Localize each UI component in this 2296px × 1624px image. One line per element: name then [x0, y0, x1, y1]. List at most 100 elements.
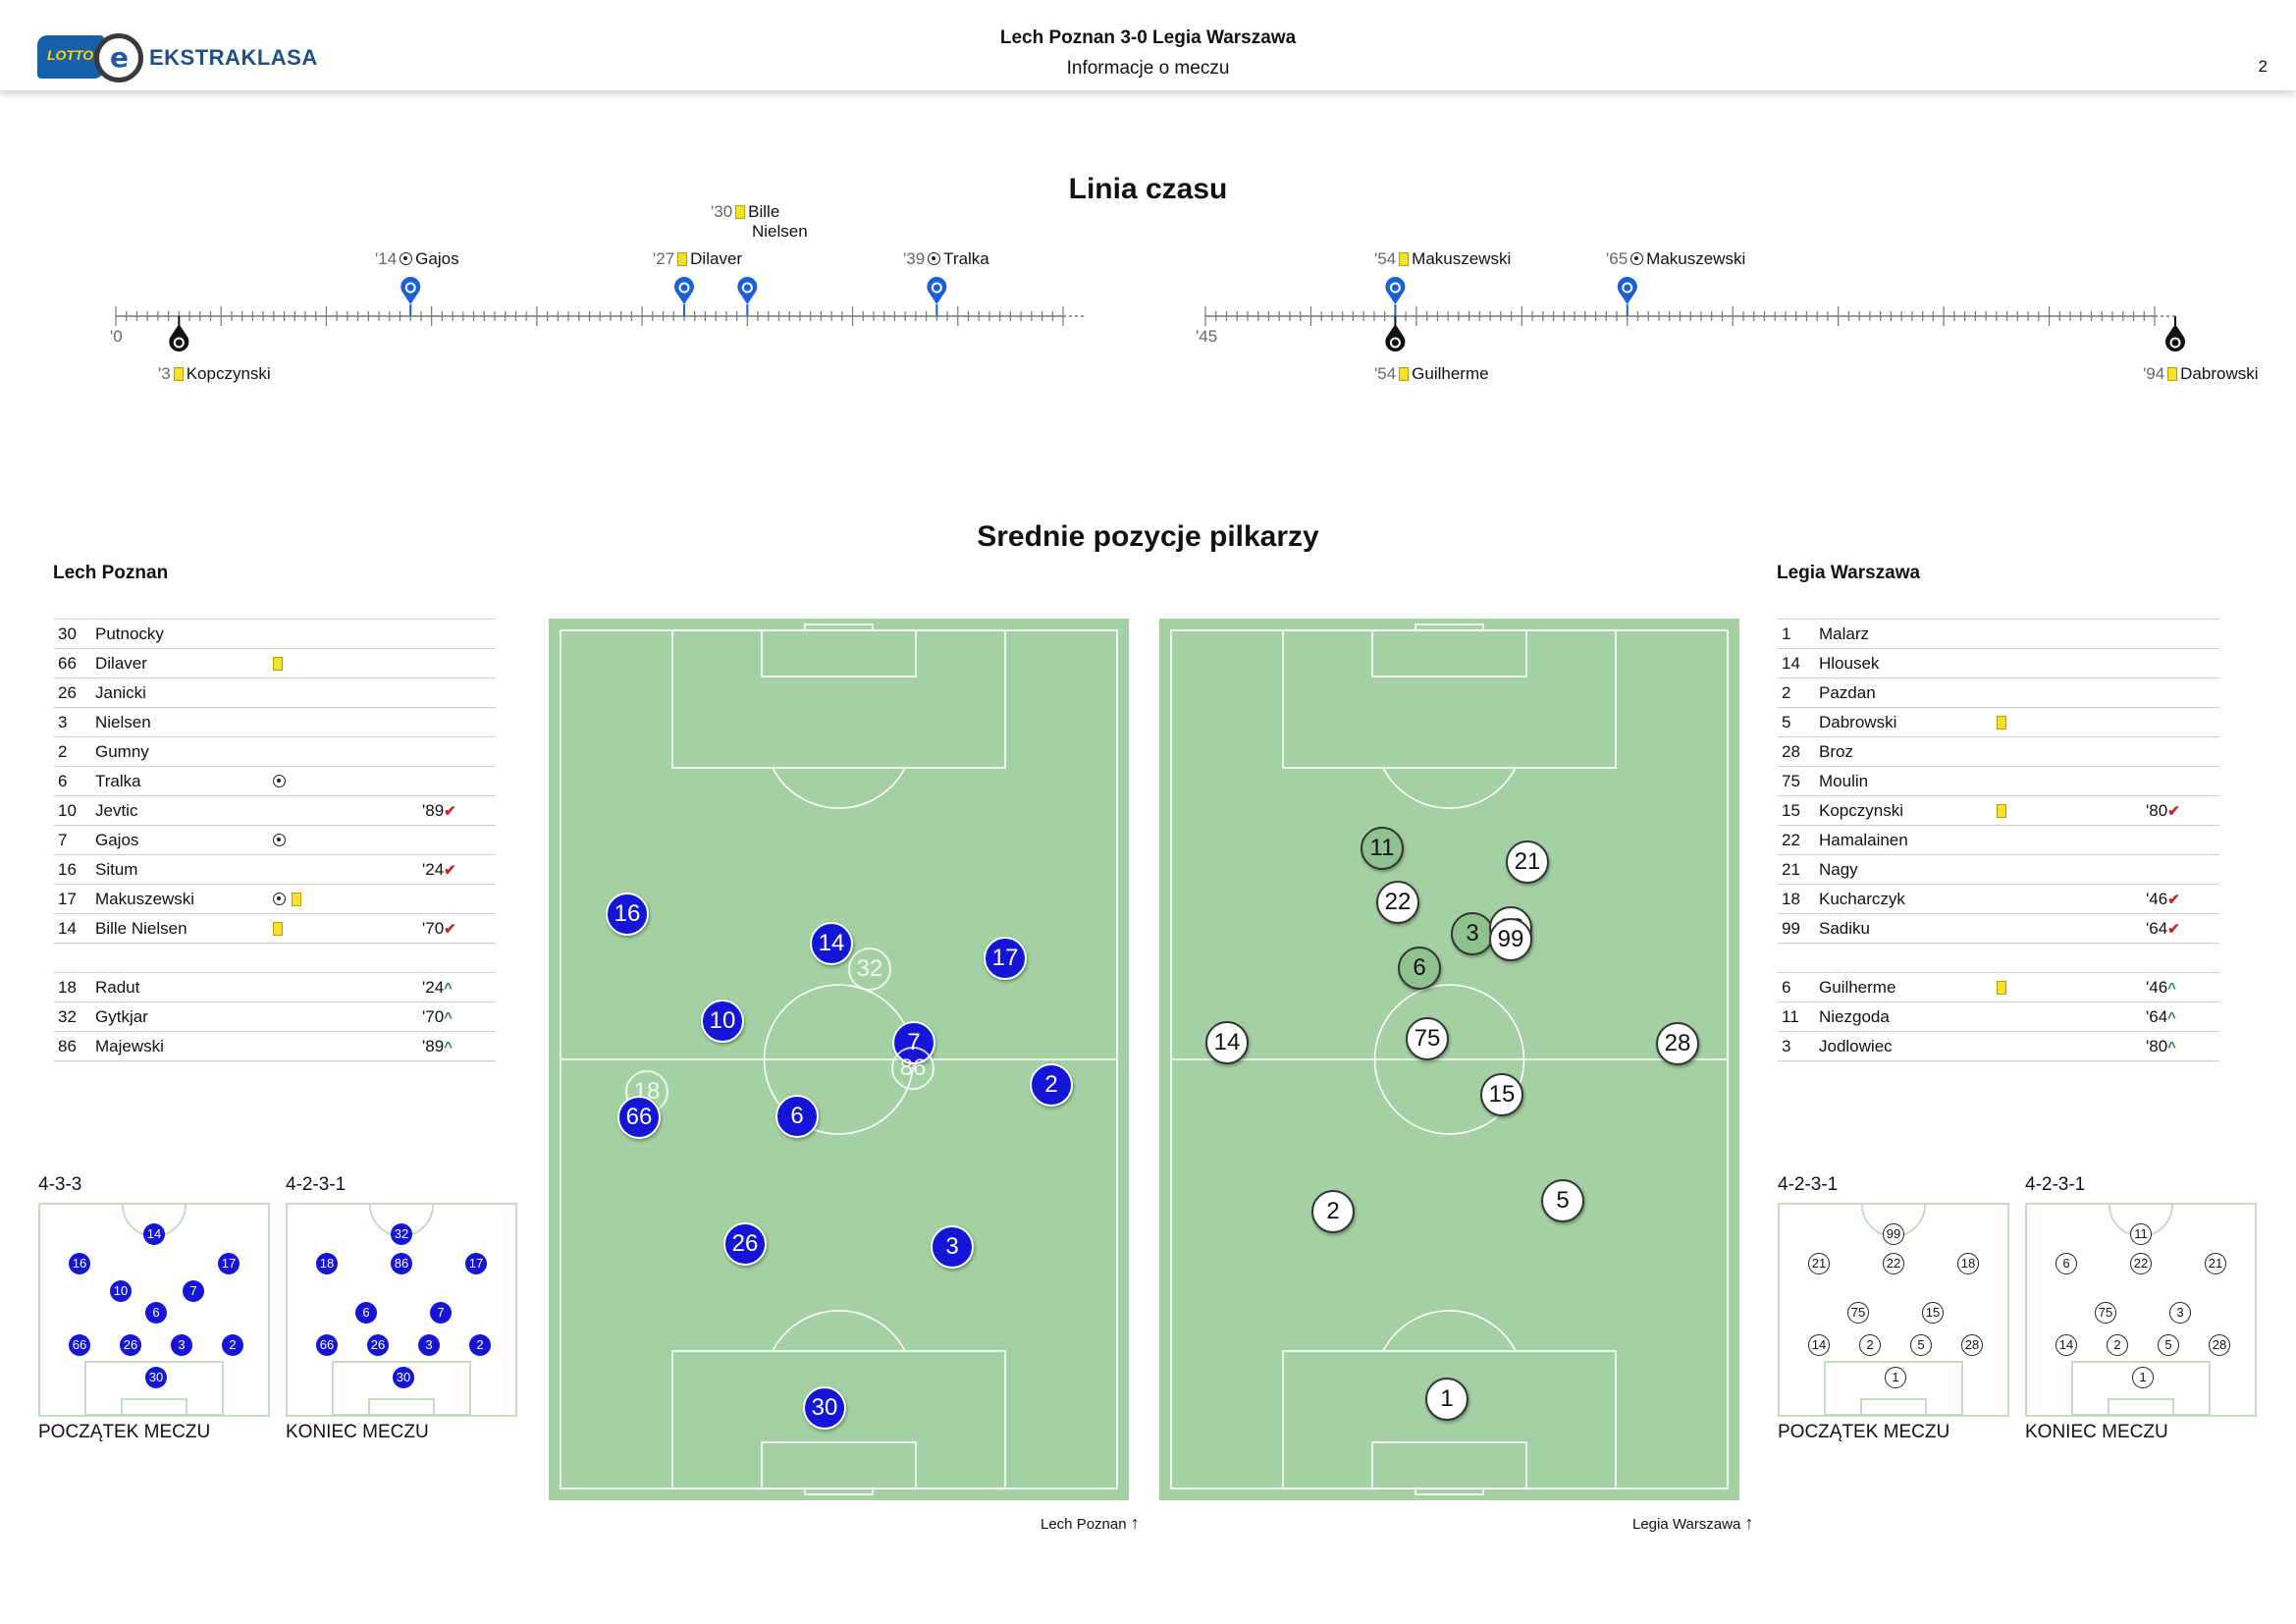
formation-player: 21: [2205, 1253, 2226, 1274]
formation-player: 2: [2107, 1334, 2128, 1356]
player-marker: 16: [606, 893, 649, 936]
away-pitch: 11212231899614752815251: [1159, 619, 1739, 1500]
formation-player: 16: [69, 1253, 90, 1274]
substitution-off-icon: ✔: [444, 921, 456, 938]
substitution-on-icon: ^: [444, 980, 453, 997]
player-name: Kopczynski: [1819, 801, 1903, 820]
timeline-event-home: '54 Makuszewski: [1374, 249, 1512, 268]
player-number: 32: [58, 1007, 77, 1026]
yellow-card-icon: [273, 922, 283, 936]
home-team-name: Lech Poznan: [53, 563, 169, 583]
lineup-row: 26 Janicki: [54, 678, 496, 708]
timeline-event-away: '54 Guilherme: [1374, 364, 1489, 383]
player-number: 99: [1782, 919, 1800, 938]
player-marker: 11: [1361, 827, 1404, 870]
player-number: 2: [58, 742, 68, 761]
player-events: [270, 914, 286, 944]
formation-player: 2: [1859, 1334, 1881, 1356]
substitution-time: '64^: [2146, 1007, 2176, 1026]
player-number: 21: [1782, 860, 1800, 879]
lineup-row: 1 Malarz: [1778, 620, 2219, 649]
substitution-time: '64✔: [2146, 919, 2180, 938]
substitution-on-icon: ^: [2167, 1039, 2176, 1056]
player-marker: 1: [1425, 1378, 1468, 1421]
player-events: [270, 885, 304, 914]
lineup-row: 66 Dilaver: [54, 649, 496, 678]
lineup-row: 17 Makuszewski: [54, 885, 496, 914]
lineup-row: 3 Jodlowiec '80^: [1778, 1032, 2219, 1061]
substitution-off-icon: ✔: [444, 862, 456, 879]
lineup-row: 28 Broz: [1778, 737, 2219, 767]
player-name: Putnocky: [95, 624, 164, 643]
timeline-event-home: '39 Tralka: [903, 249, 989, 268]
formation-player: 66: [316, 1334, 338, 1356]
substitution-off-icon: ✔: [2167, 803, 2180, 820]
goal-icon: [273, 834, 286, 846]
lineup-row: 14 Bille Nielsen '70✔: [54, 914, 496, 944]
formation-player: 22: [2130, 1253, 2152, 1274]
player-marker: 2: [1030, 1063, 1073, 1107]
player-number: 1: [1782, 624, 1791, 643]
player-marker: 2: [1311, 1190, 1355, 1233]
substitution-time: '80✔: [2146, 801, 2180, 820]
lineup-row: 15 Kopczynski '80✔: [1778, 796, 2219, 826]
home-event-pin: [927, 277, 947, 316]
yellow-card-icon: [1997, 804, 2006, 818]
player-events: [1994, 973, 2009, 1002]
away-lineup-table: 1 Malarz 14 Hlousek 2 Pazdan 5 Dabrowski 28 Broz 7…: [1778, 619, 2219, 1061]
home-lineup-table: 30 Putnocky 66 Dilaver 26 Janicki 3 Nielsen 2 Gum…: [54, 619, 496, 1061]
away-event-pin: [1385, 316, 1406, 352]
match-title: Lech Poznan 3-0 Legia Warszawa: [999, 27, 1297, 48]
formation-player: 28: [1961, 1334, 1983, 1356]
player-name: Bille Nielsen: [95, 919, 187, 938]
lineup-row: 14 Hlousek: [1778, 649, 2219, 678]
player-marker: 5: [1541, 1179, 1584, 1222]
substitution-on-icon: ^: [444, 1039, 453, 1056]
formation-player: 75: [1847, 1302, 1869, 1324]
home-formation-end-caption: KONIEC MECZU: [286, 1422, 429, 1442]
formation-player: 2: [222, 1334, 243, 1356]
lineup-row: 10 Jevtic '89✔: [54, 796, 496, 826]
yellow-card-icon: [273, 657, 283, 671]
pitch-markings: [1170, 623, 1729, 1495]
timeline-title: Linia czasu: [1068, 173, 1228, 205]
lineup-row: 86 Majewski '89^: [54, 1032, 496, 1061]
player-events: [270, 649, 286, 678]
away-event-pin: [169, 316, 189, 352]
player-number: 22: [1782, 831, 1800, 849]
formation-player: 5: [1910, 1334, 1932, 1356]
formation-player: 7: [183, 1280, 204, 1302]
formation-player: 26: [120, 1334, 141, 1356]
logo-text: EKSTRAKLASA: [149, 45, 318, 70]
formation-player: 22: [1883, 1253, 1904, 1274]
player-name: Gumny: [95, 742, 149, 761]
formation-player: 3: [2169, 1302, 2191, 1324]
player-name: Sadiku: [1819, 919, 1870, 938]
formation-player: 15: [1922, 1302, 1944, 1324]
lineup-row: 11 Niezgoda '64^: [1778, 1002, 2219, 1032]
yellow-card-icon: [735, 205, 746, 219]
substitution-time: '70^: [422, 1007, 453, 1026]
lineup-row: 22 Hamalainen: [1778, 826, 2219, 855]
player-number: 66: [58, 654, 77, 673]
home-pitch-caption: Lech Poznan ↑: [1041, 1513, 1140, 1533]
formation-player: 26: [367, 1334, 389, 1356]
player-name: Janicki: [95, 683, 146, 702]
player-marker: 10: [701, 1000, 744, 1043]
goal-icon: [1630, 252, 1644, 265]
lineup-row: 18 Kucharczyk '46✔: [1778, 885, 2219, 914]
yellow-card-icon: [1997, 716, 2006, 730]
lineup-row: 32 Gytkjar '70^: [54, 1002, 496, 1032]
player-number: 10: [58, 801, 77, 820]
lineup-row: 99 Sadiku '64✔: [1778, 914, 2219, 944]
timeline-axes: [115, 276, 2186, 352]
lineup-row: 2 Pazdan: [1778, 678, 2219, 708]
home-event-pin: [673, 277, 694, 316]
player-name: Niezgoda: [1819, 1007, 1890, 1026]
positions-title: Srednie pozycje pilkarzy: [977, 520, 1319, 553]
player-number: 6: [58, 772, 68, 790]
formation-player: 11: [2130, 1223, 2152, 1245]
player-marker: 22: [1376, 881, 1419, 924]
home-formation-end: 32 18 86 17 6 7 66 26 3 2 30: [286, 1172, 517, 1417]
lineup-row: 7 Gajos: [54, 826, 496, 855]
